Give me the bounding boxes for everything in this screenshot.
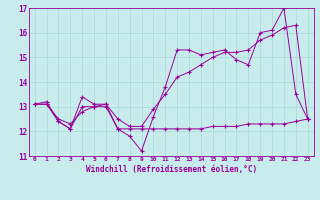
X-axis label: Windchill (Refroidissement éolien,°C): Windchill (Refroidissement éolien,°C) [86,165,257,174]
